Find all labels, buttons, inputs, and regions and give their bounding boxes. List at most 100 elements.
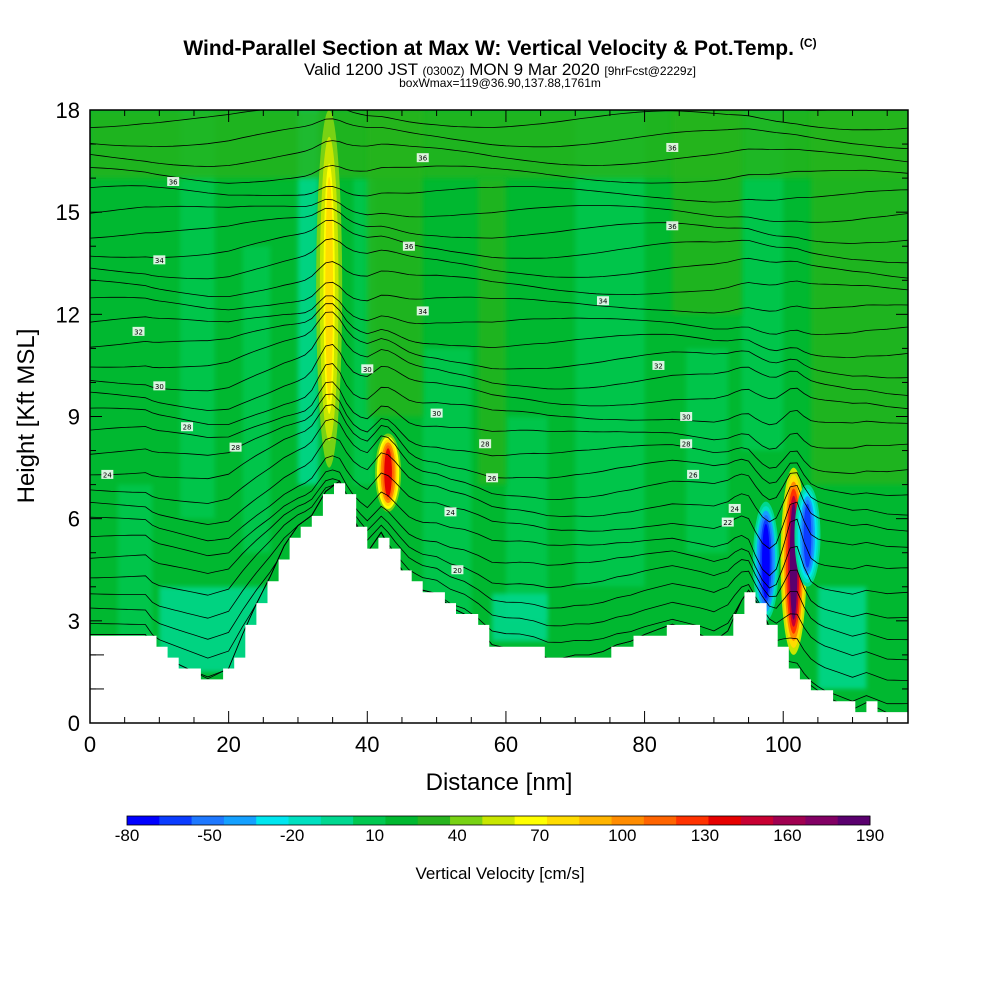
colorbar-swatch <box>546 816 580 825</box>
colorbar-swatch <box>837 816 871 825</box>
theta-label-text: 36 <box>418 155 427 163</box>
theta-label-bg <box>402 241 415 251</box>
theta-contour <box>90 478 908 595</box>
velocity-field <box>90 110 908 723</box>
theta-label-bg <box>361 364 374 374</box>
colorbar-tick-labels: -80 -50 -20 10 40 70 100 130 160 190 <box>0 826 1000 850</box>
theta-contour-label: 28 <box>181 422 194 432</box>
theta-label-bg <box>666 142 679 152</box>
field-band <box>367 110 423 417</box>
chart-subtitle: Valid 1200 JST (0300Z) MON 9 Mar 2020 [9… <box>0 60 1000 80</box>
theta-contour <box>90 303 908 359</box>
x-tick-label: 0 <box>84 732 96 757</box>
theta-label-text: 26 <box>488 475 497 483</box>
theta-label-bg <box>687 469 700 479</box>
theta-contour <box>90 480 908 619</box>
theta-contour <box>90 480 908 641</box>
field-band <box>575 110 645 587</box>
theta-label-bg <box>486 473 499 483</box>
colorbar <box>126 815 871 826</box>
x-tick-label: 40 <box>355 732 379 757</box>
theta-contour <box>90 110 908 131</box>
colorbar-tick-label: -80 <box>114 826 140 845</box>
colorbar-swatch <box>191 816 225 825</box>
colorbar-tick-label: 130 <box>690 826 720 845</box>
subtitle-zulu: (0300Z) <box>422 64 465 78</box>
theta-label-text: 24 <box>730 505 739 513</box>
theta-label-text: 28 <box>183 424 192 432</box>
downdraft-core <box>803 503 812 568</box>
theta-contour <box>90 325 908 396</box>
theta-contour-label: 26 <box>486 473 499 483</box>
theta-contour-label: 36 <box>666 142 679 152</box>
theta-contour <box>90 455 908 550</box>
theta-contour <box>90 469 908 577</box>
colorbar-swatch <box>514 816 548 825</box>
theta-label-text: 20 <box>453 567 462 575</box>
theta-label-text: 34 <box>418 308 427 316</box>
downdraft-core <box>762 523 770 599</box>
theta-label-text: 30 <box>155 383 164 391</box>
theta-contour-label: 32 <box>132 326 145 336</box>
theta-label-bg <box>451 565 464 575</box>
theta-contour <box>793 110 837 111</box>
subtitle-valid: Valid 1200 JST <box>304 60 418 79</box>
colorbar-swatch <box>482 816 516 825</box>
theta-contour <box>90 381 908 450</box>
theta-label-text: 28 <box>231 444 240 452</box>
field-band <box>242 246 271 553</box>
field-band <box>117 484 153 638</box>
field-band <box>505 416 548 621</box>
theta-contour-label: 20 <box>451 565 464 575</box>
theta-contour-label: 36 <box>402 241 415 251</box>
theta-contour-label: 34 <box>596 296 609 306</box>
colorbar-tick-label: 100 <box>608 826 637 845</box>
colorbar-swatch <box>450 816 483 825</box>
theta-contour <box>90 165 908 184</box>
theta-label-bg <box>430 408 443 418</box>
colorbar-swatch <box>385 816 419 825</box>
chart-subtitle-box: boxWmax=119@36.90,137.88,1761m <box>399 76 601 90</box>
theta-contour <box>90 344 908 411</box>
theta-label-text: 34 <box>599 298 608 306</box>
chart-title: Wind-Parallel Section at Max W: Vertical… <box>0 36 1000 61</box>
theta-label-text: 36 <box>668 223 677 231</box>
y-tick-label: 3 <box>68 609 80 634</box>
theta-label-bg <box>153 255 166 265</box>
y-tick-label: 12 <box>56 302 80 327</box>
colorbar-tick-label: -50 <box>197 826 222 845</box>
theta-label-text: 32 <box>654 362 663 370</box>
theta-label-bg <box>479 439 492 449</box>
theta-label-text: 36 <box>169 179 178 187</box>
colorbar-swatch <box>417 816 451 825</box>
theta-contour-label: 36 <box>416 153 429 163</box>
theta-label-bg <box>680 439 693 449</box>
theta-label-bg <box>680 412 693 421</box>
colorbar-title: Vertical Velocity [cm/s] <box>415 864 585 883</box>
theta-label-bg <box>181 422 194 432</box>
theta-contour-label: 30 <box>153 381 166 391</box>
colorbar-tick-label: 40 <box>447 826 467 845</box>
theta-contour-label: 28 <box>229 442 242 452</box>
colorbar-swatch <box>773 816 806 825</box>
theta-contour-label: 30 <box>361 364 374 374</box>
theta-label-bg <box>666 221 679 231</box>
colorbar-swatch <box>805 816 839 825</box>
colorbar-swatch <box>256 816 290 825</box>
y-axis-label: Height [Kft MSL] <box>13 329 40 504</box>
updraft-core <box>384 448 392 498</box>
theta-contour-label: 28 <box>479 439 492 449</box>
theta-label-bg <box>132 326 145 336</box>
field-band <box>686 348 728 553</box>
colorbar-tick-label: 190 <box>855 826 885 845</box>
y-tick-label: 18 <box>56 98 80 123</box>
terrain-mask <box>90 483 908 723</box>
theta-contour <box>90 436 908 532</box>
colorbar-swatch <box>676 816 709 825</box>
theta-label-text: 28 <box>481 441 490 449</box>
theta-contour <box>90 418 908 516</box>
field-band <box>810 110 908 485</box>
x-tick-label: 80 <box>632 732 656 757</box>
